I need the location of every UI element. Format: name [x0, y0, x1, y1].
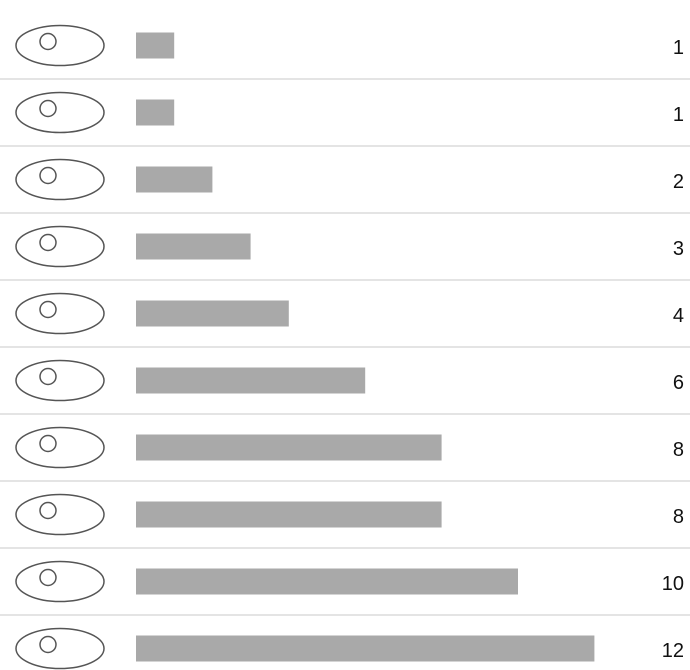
food-icon-detail [39, 501, 57, 520]
value-label: 10 [662, 573, 684, 595]
bar [136, 635, 595, 662]
food-icon-detail [39, 166, 57, 185]
value-label: 6 [673, 372, 684, 394]
food-icon-detail [39, 99, 57, 118]
food-icon-detail [39, 568, 57, 587]
food-icon [15, 91, 105, 134]
bar [136, 166, 213, 193]
bar [136, 300, 289, 327]
bar [136, 568, 518, 595]
food-icon-detail [39, 635, 57, 654]
bar [136, 434, 442, 461]
value-label: 1 [673, 104, 684, 126]
food-icon [15, 627, 105, 670]
value-label: 2 [673, 171, 684, 193]
food-icon-detail [39, 434, 57, 453]
bar [136, 233, 251, 260]
value-label: 3 [673, 238, 684, 260]
food-icon [15, 359, 105, 402]
bar [136, 501, 442, 528]
bar [136, 32, 175, 59]
food-icon [15, 158, 105, 201]
value-label: 12 [662, 640, 684, 662]
value-label: 8 [673, 439, 684, 461]
food-icon-detail [39, 367, 57, 386]
value-label: 1 [673, 37, 684, 59]
food-icon [15, 560, 105, 603]
food-icon [15, 24, 105, 67]
food-icon [15, 493, 105, 536]
food-icon [15, 426, 105, 469]
value-label: 8 [673, 506, 684, 528]
bar [136, 367, 366, 394]
food-icon-detail [39, 233, 57, 252]
food-icon [15, 292, 105, 335]
food-icon-detail [39, 32, 57, 51]
bar [136, 99, 175, 126]
food-icon-detail [39, 300, 57, 319]
food-icon [15, 225, 105, 268]
value-label: 4 [673, 305, 684, 327]
